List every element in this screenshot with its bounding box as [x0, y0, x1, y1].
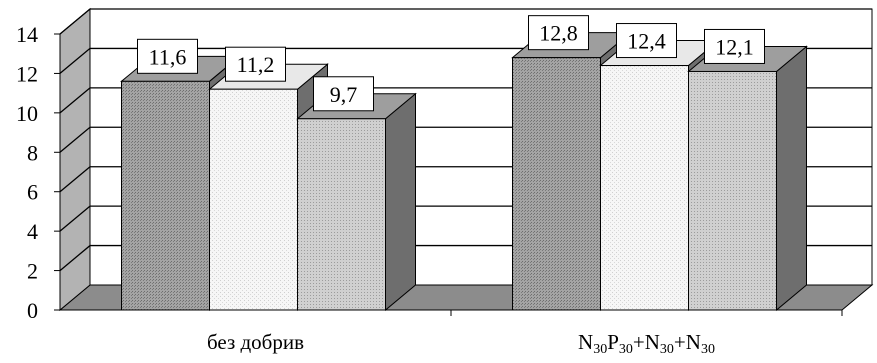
- x-category-text: N: [578, 330, 593, 354]
- data-label: 11,2: [225, 46, 286, 82]
- bar-front: [512, 57, 601, 311]
- data-label-text: 12,1: [715, 34, 754, 59]
- y-tick-label: 0: [27, 298, 38, 323]
- data-label-box: [313, 76, 374, 112]
- data-label-text: 11,6: [149, 44, 187, 69]
- x-category-subscript: 30: [619, 342, 633, 357]
- y-tick-label: 12: [16, 61, 38, 86]
- x-category-subscript: 30: [660, 342, 674, 357]
- bar-front: [209, 88, 298, 311]
- data-label-text: 12,4: [627, 29, 666, 54]
- data-label: 12,1: [704, 28, 765, 64]
- gridline: [59, 8, 872, 35]
- y-tick-label: 4: [27, 219, 38, 244]
- y-tick-label: 8: [27, 140, 38, 165]
- x-category-text: +N: [633, 330, 660, 354]
- bar-side: [385, 92, 416, 312]
- data-label: 12,8: [528, 15, 589, 51]
- data-labels: 11,6 11,2 9,7 12,8 12,4 12,1: [137, 15, 765, 112]
- data-label-box: [528, 15, 589, 51]
- y-tick-label: 10: [16, 101, 38, 126]
- y-tick-label: 2: [27, 259, 38, 284]
- x-category-text: +N: [674, 330, 701, 354]
- data-label-box: [225, 46, 286, 82]
- bar-front: [688, 70, 777, 311]
- x-category-label: без добрив: [207, 330, 304, 354]
- data-label: 12,4: [616, 23, 677, 59]
- x-category-label: N30P30+N30+N30: [578, 330, 715, 357]
- x-axis: без добрив N30P30+N30+N30: [207, 330, 715, 357]
- bar-front: [297, 118, 386, 311]
- y-tick-label: 14: [16, 22, 38, 47]
- data-label-text: 11,2: [237, 52, 275, 77]
- bar-side: [776, 45, 807, 312]
- y-tick-label: 6: [27, 180, 38, 205]
- bar: [687, 45, 808, 312]
- data-label-text: 9,7: [330, 82, 358, 107]
- data-label-box: [704, 28, 765, 64]
- x-category-subscript: 30: [593, 342, 607, 357]
- data-label-box: [137, 38, 198, 74]
- bar-front: [121, 80, 210, 311]
- data-label-text: 12,8: [539, 21, 578, 46]
- data-label: 11,6: [137, 38, 198, 74]
- bar-front: [600, 65, 689, 311]
- data-label: 9,7: [313, 76, 374, 112]
- x-category-text: без добрив: [207, 330, 304, 354]
- x-category-subscript: 30: [701, 342, 715, 357]
- bars: [120, 31, 808, 312]
- x-category-text: P: [607, 330, 619, 354]
- data-label-box: [616, 23, 677, 59]
- bar: [296, 92, 417, 312]
- chart-side-wall: [59, 7, 91, 312]
